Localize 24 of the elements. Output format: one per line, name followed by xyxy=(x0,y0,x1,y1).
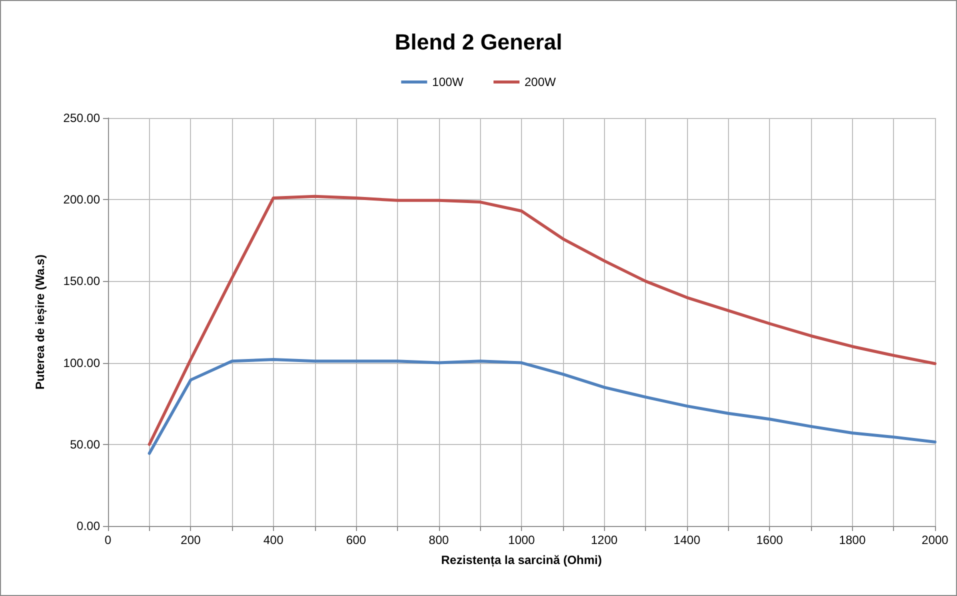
y-tick-label: 50.00 xyxy=(70,437,100,452)
y-tick-label: 250.00 xyxy=(63,111,100,125)
x-tick-label: 0 xyxy=(104,533,112,547)
x-tick-label: 600 xyxy=(346,533,366,547)
line-series xyxy=(148,194,936,446)
x-tick-label: 1400 xyxy=(674,533,701,547)
y-tick-label: 200.00 xyxy=(63,192,100,207)
legend-label: 100W xyxy=(432,75,464,89)
x-axis-title: Rezistența la sarcină (Ohmi) xyxy=(441,553,602,567)
legend-label: 200W xyxy=(524,75,557,89)
line-series xyxy=(148,358,936,455)
y-axis-title: Puterea de ieșire (Wa.s) xyxy=(33,254,47,390)
x-tick-label: 200 xyxy=(180,533,202,547)
chart-title: Blend 2 General xyxy=(394,30,562,54)
x-tick-label: 400 xyxy=(263,533,284,547)
x-tick-label: 1000 xyxy=(508,533,536,547)
x-tick-label: 1600 xyxy=(756,533,784,547)
y-tick-label: 0.00 xyxy=(76,519,100,533)
x-tick-label: 2000 xyxy=(922,533,949,547)
x-tick-label: 1800 xyxy=(838,533,866,547)
y-tick-label: 100.00 xyxy=(63,356,100,370)
y-tick-label: 150.00 xyxy=(63,274,100,288)
x-tick-label: 800 xyxy=(428,533,450,547)
x-tick-label: 1200 xyxy=(590,533,618,547)
